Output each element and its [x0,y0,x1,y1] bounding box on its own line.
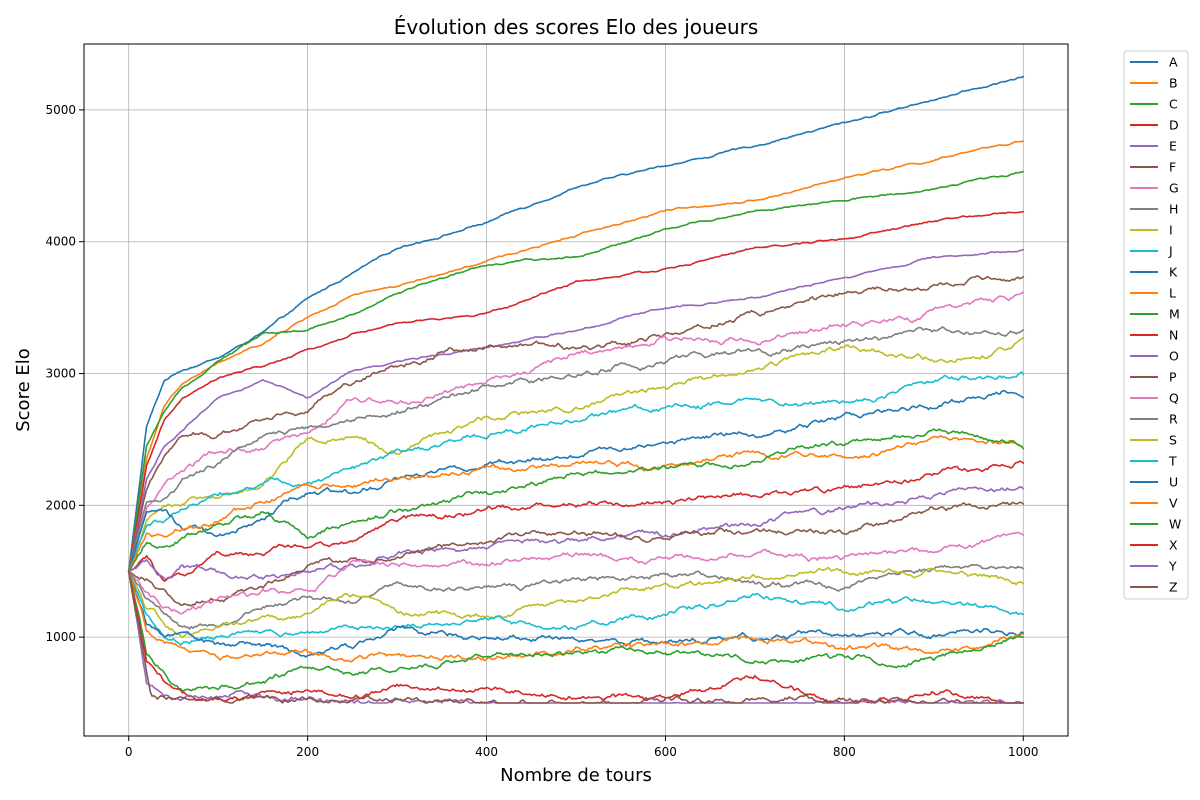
series-line-l [127,434,1025,572]
y-ticks: 1000 2000 3000 4000 5000 [45,103,84,644]
legend-label: Y [1168,559,1177,574]
series-line-p [127,501,1025,607]
series-line-e [127,248,1025,572]
x-tick-label: 0 [125,745,133,759]
series-line-z [127,570,1025,704]
legend-label: O [1169,349,1179,364]
legend-label: G [1169,181,1179,196]
series-line-r [127,564,1025,630]
legend-label: S [1169,433,1177,448]
legend-label: A [1169,55,1178,70]
series-line-k [127,389,1025,572]
y-tick-label: 2000 [45,498,76,512]
legend-label: D [1169,118,1179,133]
plot-frame [83,43,1069,737]
x-axis-label: Nombre de tours [500,765,652,786]
series-line-m [127,428,1025,572]
series-line-u [127,570,1025,658]
y-axis-label: Score Elo [13,348,34,432]
x-tick-label: 200 [296,745,319,759]
series-line-s [127,566,1025,639]
series-line-v [127,570,1025,663]
legend-label: P [1169,370,1177,385]
legend-label: V [1169,496,1178,511]
legend-label: L [1169,286,1176,301]
y-tick-label: 3000 [45,367,76,381]
y-tick-label: 4000 [45,235,76,249]
x-tick-label: 600 [654,745,677,759]
legend-label: X [1169,538,1178,553]
y-tick-label: 1000 [45,630,76,644]
series-line-c [127,170,1025,572]
series-line-a [127,75,1025,572]
legend-label: H [1169,202,1178,217]
grid-lines [84,44,1068,736]
series-line-f [127,275,1025,572]
series-line-d [127,210,1025,572]
legend-label: I [1169,223,1173,238]
y-tick-label: 5000 [45,103,76,117]
x-tick-label: 800 [833,745,856,759]
legend-label: B [1169,76,1178,91]
x-tick-label: 400 [475,745,498,759]
series-line-b [127,140,1025,572]
legend-label: M [1169,307,1180,322]
legend-label: R [1169,412,1178,427]
series-line-q [127,531,1025,615]
chart-title: Évolution des scores Elo des joueurs [394,15,759,39]
x-ticks: 0 200 400 600 800 1000 [125,736,1039,759]
series-line-n [127,460,1025,582]
legend-label: N [1169,328,1178,343]
legend-label: W [1169,517,1181,532]
legend-label: K [1169,265,1178,280]
series-line-o [127,486,1025,580]
legend-label: E [1169,139,1177,154]
legend-label: Z [1169,580,1178,595]
legend-label: C [1169,97,1178,112]
series-line-j [127,371,1025,572]
series-line-w [127,570,1025,693]
series-line-g [127,291,1025,572]
legend-label: Q [1169,391,1179,406]
series-line-t [127,570,1025,646]
legend-label: T [1168,454,1177,469]
legend-label: U [1169,475,1178,490]
series-line-h [127,326,1025,572]
legend-label: F [1169,160,1176,175]
series-lines [127,75,1025,704]
legend-label: J [1168,244,1173,259]
series-line-i [127,336,1025,572]
x-tick-label: 1000 [1008,745,1039,759]
